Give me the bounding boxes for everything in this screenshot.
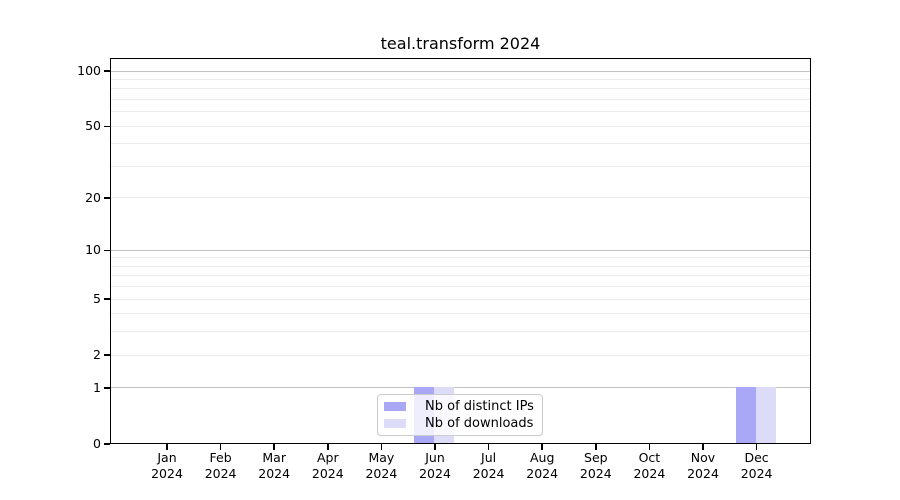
x-tick-mark <box>648 444 651 450</box>
x-tick-mark <box>434 444 436 450</box>
y-tick-label: 2 <box>93 347 101 363</box>
x-tick-mark <box>755 444 758 450</box>
x-tick-mark <box>166 444 168 450</box>
bar-downloads <box>756 387 776 443</box>
x-tick-mark <box>487 444 490 450</box>
legend-label-downloads: Nb of downloads <box>425 416 534 431</box>
x-tick-mark <box>380 444 383 450</box>
y-gridline-minor <box>111 99 810 101</box>
bar-distinct-ips <box>736 387 756 443</box>
y-gridline-major <box>111 70 810 72</box>
y-gridline-minor <box>111 275 810 277</box>
y-gridline-minor <box>111 166 810 167</box>
y-gridline-major <box>111 387 810 389</box>
y-tick-mark <box>104 298 110 301</box>
y-tick-label: 100 <box>77 63 101 79</box>
x-tick-label: Jun 2024 <box>419 450 451 481</box>
plot-area <box>110 58 811 444</box>
x-tick-mark <box>541 444 543 450</box>
y-tick-label: 1 <box>93 380 101 395</box>
y-gridline-minor <box>111 354 810 356</box>
x-tick-label: Feb 2024 <box>204 450 237 481</box>
legend-entry-downloads: Nb of downloads <box>378 416 542 431</box>
y-gridline-minor <box>111 143 810 145</box>
legend-swatch-distinct-ips <box>384 401 406 412</box>
chart-title: teal.transform 2024 <box>380 34 541 53</box>
y-gridline-minor <box>111 331 810 333</box>
x-tick-label: Mar 2024 <box>258 450 291 481</box>
x-tick-label: Nov 2024 <box>687 450 719 481</box>
y-gridline-minor <box>111 197 810 199</box>
y-gridline-minor <box>111 265 810 267</box>
x-tick-label: May 2024 <box>365 450 398 481</box>
y-tick-mark <box>104 443 110 445</box>
x-tick-label: Oct 2024 <box>633 450 666 481</box>
legend-entry-distinct-ips: Nb of distinct IPs <box>378 399 542 414</box>
y-gridline-minor <box>111 298 810 300</box>
x-tick-mark <box>595 444 597 450</box>
x-tick-label: Aug 2024 <box>526 450 559 481</box>
legend-swatch-downloads <box>384 418 406 429</box>
y-tick-label: 20 <box>85 190 101 206</box>
y-gridline-minor <box>111 286 810 288</box>
x-tick-label: Dec 2024 <box>740 450 773 481</box>
x-tick-mark <box>219 444 222 450</box>
y-gridline-minor <box>111 257 810 259</box>
y-gridline-minor <box>111 88 810 90</box>
y-tick-mark <box>104 354 110 357</box>
x-tick-label: Jan 2024 <box>151 450 183 481</box>
y-tick-label: 5 <box>93 291 101 307</box>
legend: Nb of distinct IPs Nb of downloads <box>377 394 543 436</box>
y-gridline-minor <box>111 111 810 113</box>
x-tick-mark <box>702 444 704 450</box>
y-tick-mark <box>104 197 110 199</box>
x-tick-label: Jul 2024 <box>472 450 505 481</box>
y-tick-label: 50 <box>85 118 101 134</box>
y-tick-mark <box>104 387 110 389</box>
y-gridline-minor <box>111 125 810 127</box>
x-tick-label: Sep 2024 <box>579 450 612 481</box>
y-tick-mark <box>104 125 110 128</box>
y-tick-mark <box>104 70 110 72</box>
x-tick-mark <box>327 444 329 450</box>
y-gridline-minor <box>111 79 810 81</box>
y-tick-label: 10 <box>85 242 101 258</box>
y-gridline-major <box>111 249 810 251</box>
x-tick-mark <box>273 444 275 450</box>
y-gridline-minor <box>111 313 810 315</box>
legend-label-distinct-ips: Nb of distinct IPs <box>425 399 534 414</box>
x-tick-label: Apr 2024 <box>311 450 344 481</box>
y-tick-label: 0 <box>93 436 101 451</box>
y-tick-mark <box>104 249 110 252</box>
